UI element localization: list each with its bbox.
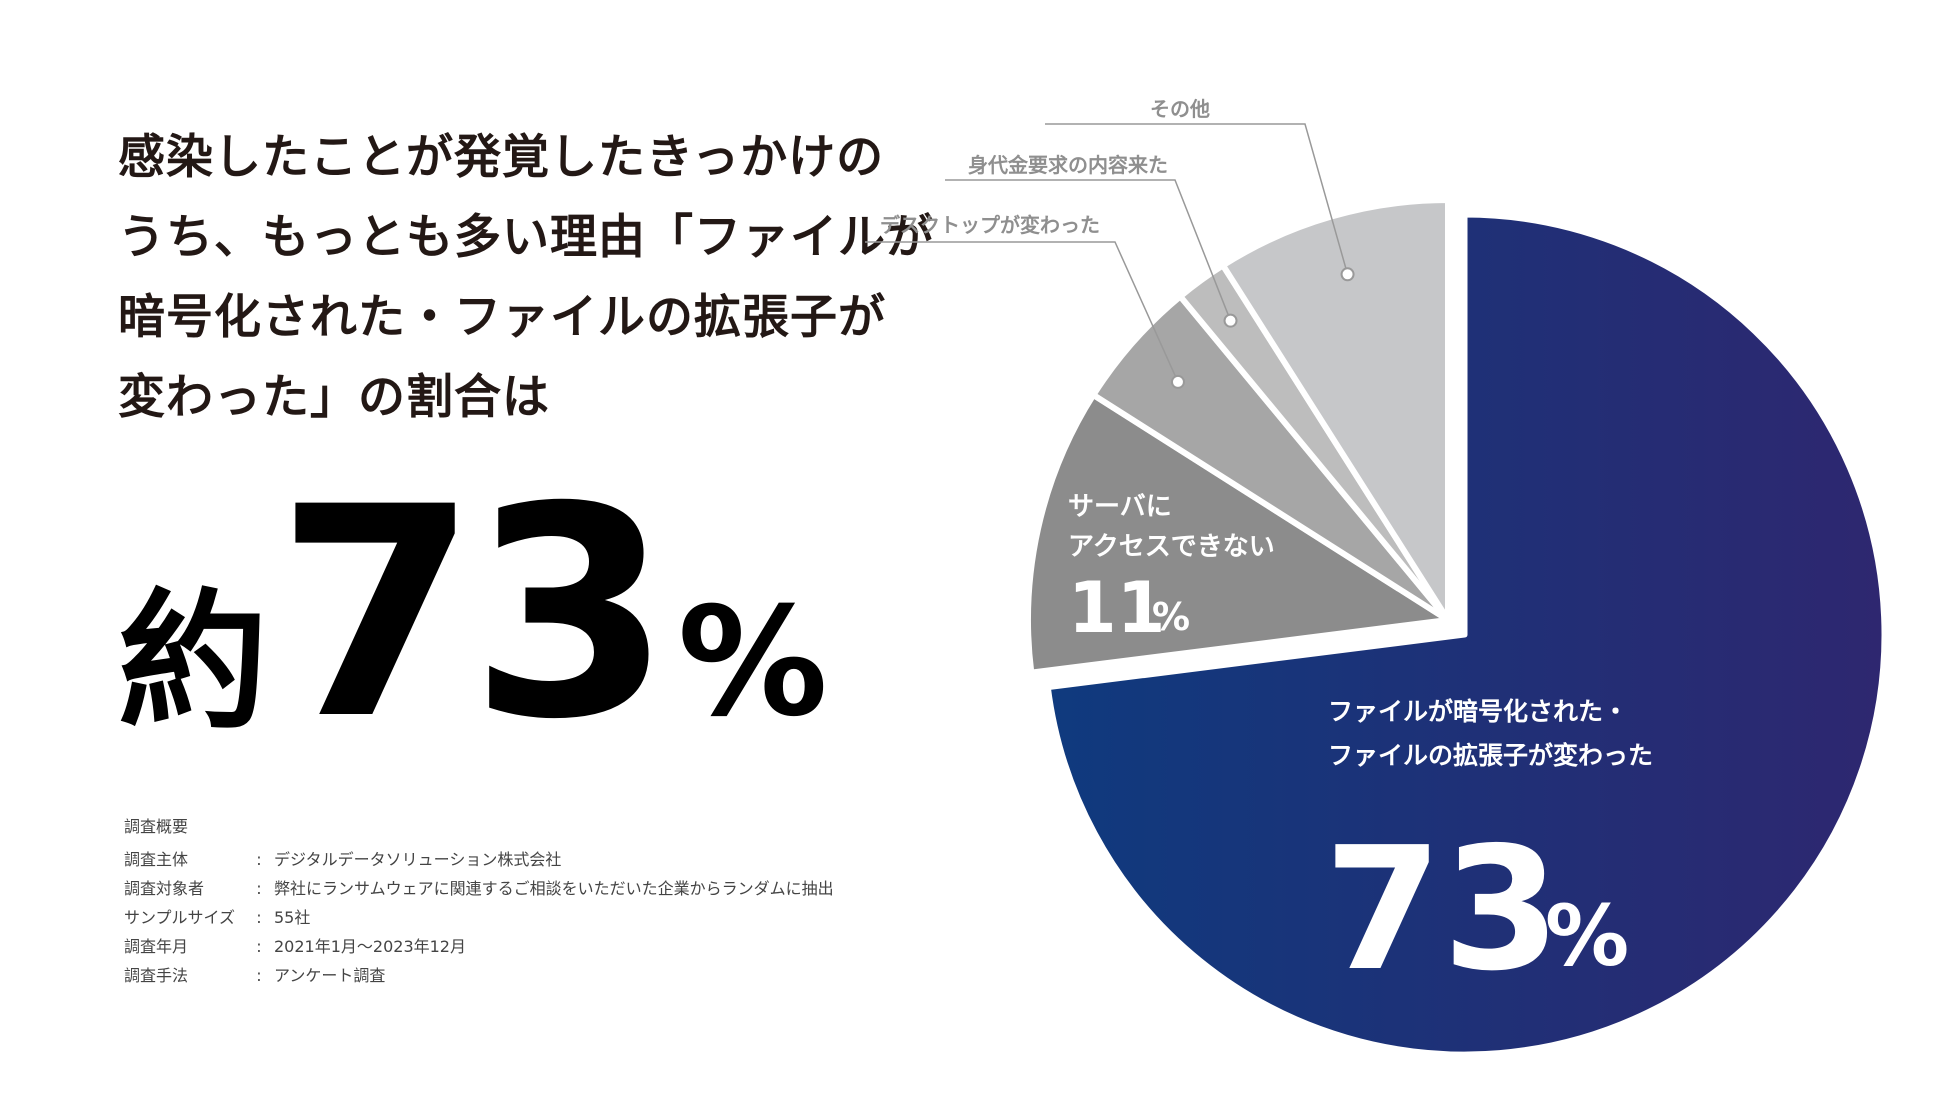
slice-2-value: 11 [1068,567,1165,649]
headline: 感染したことが発覚したきっかけの うち、もっとも多い理由「ファイルが 暗号化され… [118,118,934,438]
survey-summary: 調査概要 調査主体: デジタルデータソリューション株式会社 調査対象者: 弊社にラン… [124,812,884,990]
survey-row: 調査年月:2021年1月〜2023年12月 [124,932,884,961]
slice-1-label-line: ファイルの拡張子が変わった [1328,741,1653,770]
survey-row: 調査対象者: 弊社にランサムウェアに関連するご相談をいただいた企業からランダムに抽… [124,874,884,903]
callout-dot-5 [1340,267,1355,282]
callout-label-4: 身代金要求の内容来た [968,153,1168,177]
slice-2-unit: % [1152,595,1190,639]
headline-line-3: 暗号化された・ファイルの拡張子が [118,290,886,345]
survey-colon: : [256,966,262,985]
slice-2-label-line: サーバに [1068,492,1172,522]
survey-key: 調査年月 [124,937,189,956]
callout-dot-3 [1170,374,1185,389]
survey-colon: : [256,879,262,898]
headline-line-1: 感染したことが発覚したきっかけの [118,130,885,185]
pie-slice-4 [1177,262,1451,623]
slice-1-unit: % [1545,887,1629,985]
callout-dot-4 [1223,313,1238,328]
survey-value: 55社 [274,908,311,927]
headline-line-2: うち、もっとも多い理由「ファイルが [118,210,934,265]
slice-1-label-line: ファイルが暗号化された・ [1328,697,1628,726]
survey-value: アンケート調査 [274,966,386,985]
headline-line-4: 変わった」の割合は [118,370,550,425]
callout-line-5 [1045,123,1349,275]
survey-colon: : [256,908,262,927]
pie-slice-2 [1025,391,1451,676]
big-result: 約 73 % [118,470,838,770]
slice-1-value: 73 [1324,811,1561,1009]
slice-2-label-line: アクセスできない [1068,532,1275,562]
callout-label-5: その他 [1150,97,1210,121]
pie-slice-1 [1044,211,1888,1058]
big-result-prefix: 約 [118,576,269,750]
survey-colon: : [256,850,262,869]
survey-key: 調査手法 [124,966,189,985]
survey-value: デジタルデータソリューション株式会社 [274,850,562,869]
survey-value: 2021年1月〜2023年12月 [274,937,466,956]
survey-key: 調査対象者 [124,879,205,898]
callout-line-4 [945,179,1232,321]
big-result-value: 73 [276,446,672,783]
survey-row: 調査手法: アンケート調査 [124,961,884,990]
survey-colon: : [256,937,262,956]
survey-key: 調査主体 [124,850,189,869]
survey-row: 調査主体: デジタルデータソリューション株式会社 [124,845,884,874]
survey-value: 弊社にランサムウェアに関連するご相談をいただいた企業からランダムに抽出 [274,879,834,898]
big-result-unit: % [677,576,828,750]
pie-slice-3 [1090,293,1451,623]
survey-key: サンプルサイズ [124,908,236,927]
survey-row: サンプルサイズ:55社 [124,903,884,932]
survey-title: 調査概要 [124,817,189,836]
pie-slice-5 [1219,197,1451,623]
